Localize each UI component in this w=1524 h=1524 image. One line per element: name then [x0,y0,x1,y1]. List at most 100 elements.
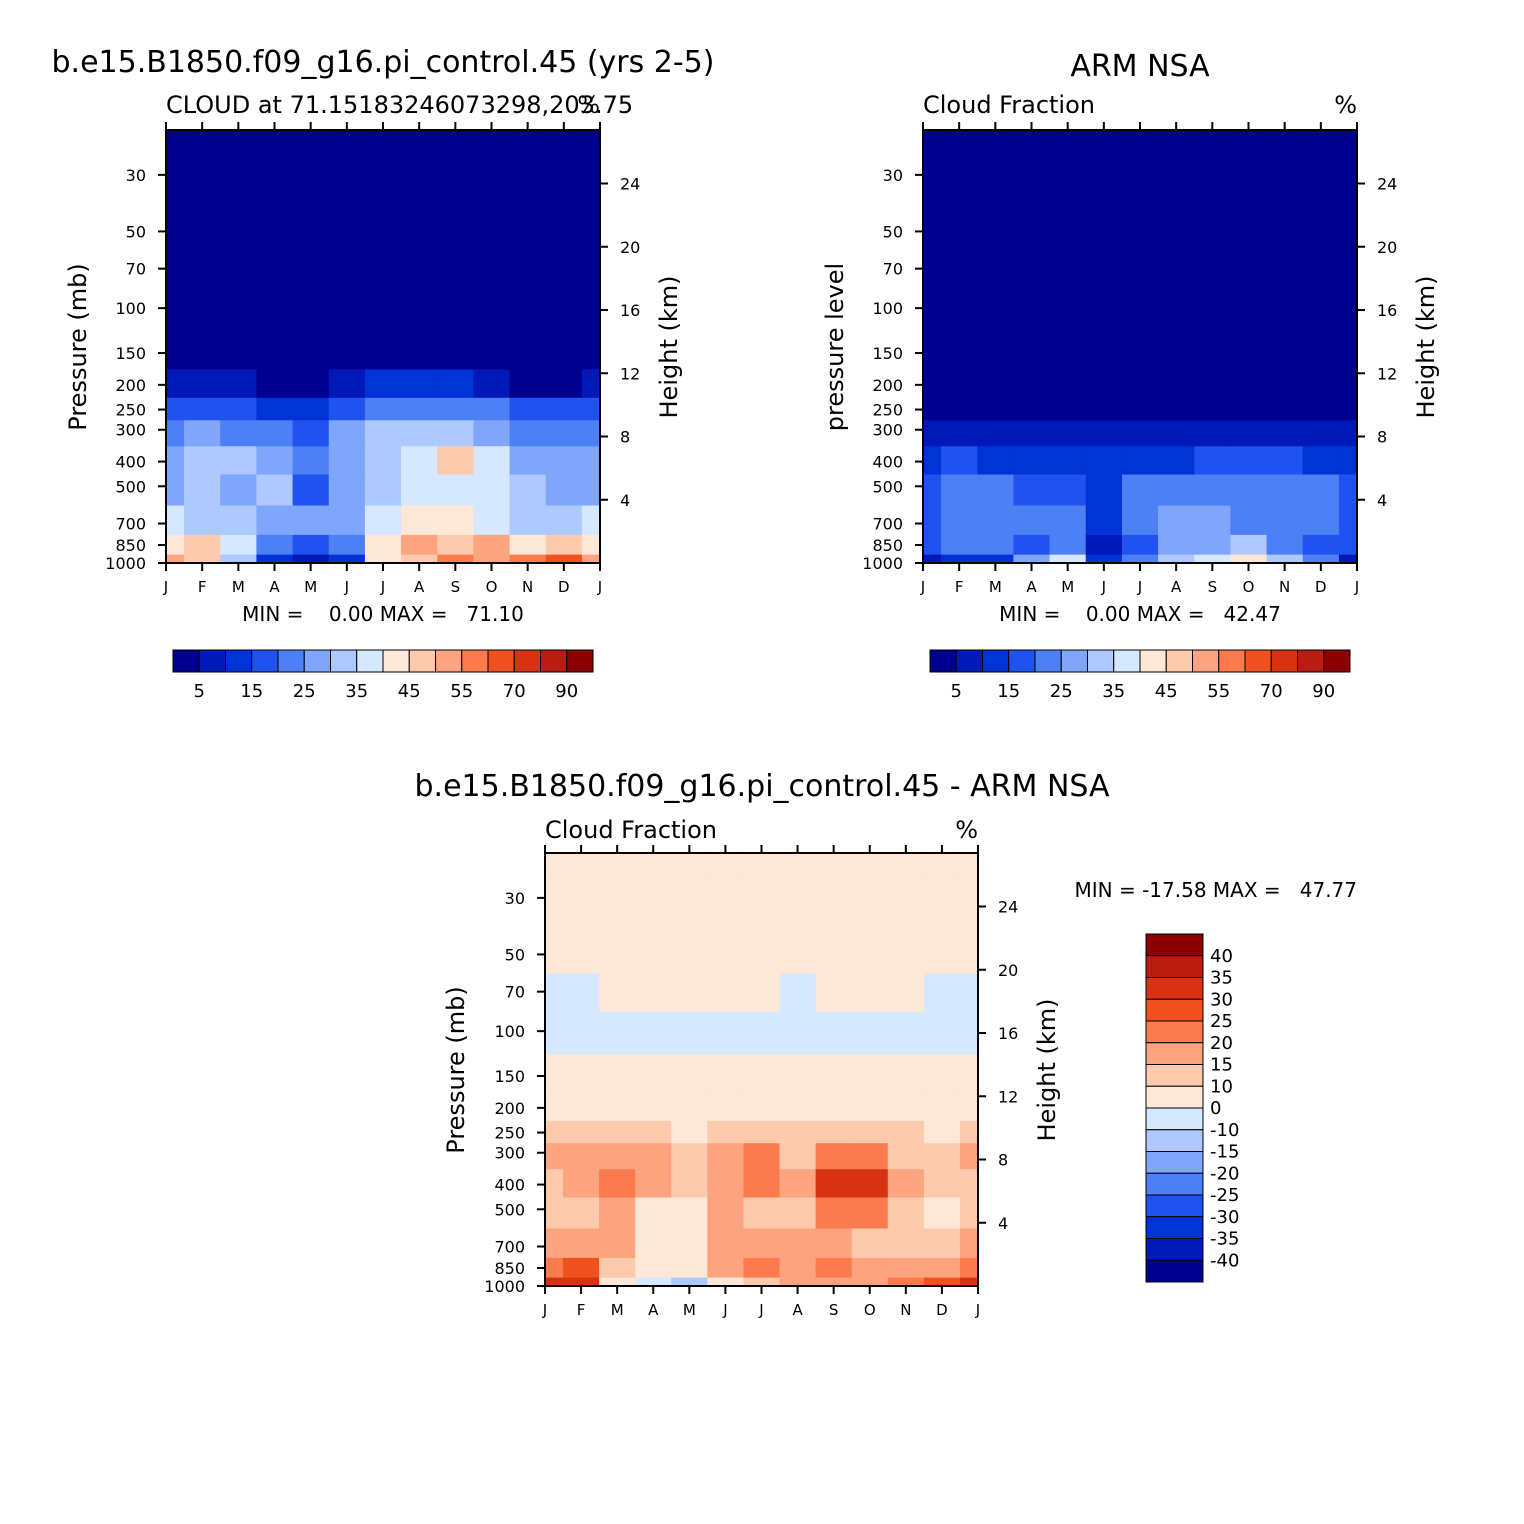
data-cell [184,419,221,447]
colorbar-swatch [540,649,568,673]
data-cell [851,853,889,877]
data-cell [581,445,601,475]
colorbar-swatch [1145,1129,1204,1152]
data-cell [328,554,366,564]
data-cell [1121,419,1159,447]
data-cell [1085,203,1123,251]
data-cell [1049,250,1087,289]
data-cell [815,1120,853,1144]
data-cell [328,203,366,251]
data-cell [437,473,475,506]
x-tick-label: N [522,578,533,596]
colorbar-swatch [1145,1085,1204,1109]
data-cell [1013,130,1051,154]
data-cell [184,397,221,421]
colorbar-swatch [566,649,594,673]
colorbar-swatch [1145,977,1204,1000]
x-tick-label: M [989,578,1002,596]
y-tick-label: 200 [872,376,903,395]
data-cell [1302,504,1340,535]
y-right-tick-label: 24 [1377,175,1397,194]
data-cell [1302,534,1340,555]
colorbar-label: -15 [1210,1142,1239,1163]
data-cell [1302,250,1340,289]
data-cell [256,554,294,564]
data-cell [328,445,366,475]
colorbar-label: 10 [1210,1076,1233,1097]
data-cell [707,1011,745,1055]
data-cell [545,853,564,877]
data-cell [364,203,402,251]
y-tick-label: 1000 [484,1277,525,1296]
data-cell [923,288,942,332]
data-cell [599,875,636,927]
data-cell [815,926,853,974]
data-cell [563,1142,600,1170]
data-cell [635,1142,672,1170]
data-cell [1230,534,1268,555]
data-cell [923,368,942,398]
y-right-tick-label: 8 [998,1151,1008,1170]
y-right-tick-label: 12 [998,1087,1018,1106]
x-tick-label: O [486,578,498,596]
panel-obs: ARM NSA Cloud Fraction % J F M A M J J A S O N D J 30… [821,49,1440,702]
data-cell [977,554,1015,564]
data-cell [923,250,942,289]
data-cell [635,926,672,974]
data-cell [328,419,366,447]
data-cell [1158,330,1195,370]
colorbar-swatch [1145,1172,1204,1196]
data-cell [599,1091,636,1121]
data-cell [1230,554,1268,564]
data-cell [220,419,258,447]
data-cell [923,1091,961,1121]
colorbar-label: 70 [503,681,526,702]
data-cell [743,1142,781,1170]
y-right-tick-label: 24 [998,898,1018,917]
data-cell [1302,152,1340,204]
colorbar-label: -20 [1210,1163,1239,1184]
colorbar-swatch [1270,649,1298,673]
data-cell [401,534,438,555]
data-cell [1049,473,1087,506]
y-tick-label: 50 [126,222,146,241]
panel-diff-title: b.e15.B1850.f09_g16.pi_control.45 - ARM … [414,769,1110,804]
data-cell [635,1011,672,1055]
y-tick-label: 70 [505,983,525,1002]
data-cell [977,250,1015,289]
data-cell [923,973,961,1012]
colorbar-swatch [1145,955,1204,978]
y-tick-label: 1000 [862,554,903,573]
data-cell [292,504,330,535]
data-cell [220,473,258,506]
data-cell [851,1257,889,1278]
x-tick-label: M [232,578,245,596]
data-cell [1338,368,1358,398]
data-cell [923,1120,961,1144]
data-cell [887,1277,925,1287]
data-cell [1013,250,1051,289]
data-cell [1266,554,1304,564]
data-cell [581,152,601,204]
data-cell [581,397,601,421]
data-cell [923,330,942,370]
x-tick-label: J [344,578,349,596]
data-cell [1266,504,1304,535]
data-cell [545,419,583,447]
data-cell [977,152,1015,204]
data-cell [563,1053,600,1093]
data-cell [779,1011,817,1055]
data-cell [184,330,221,370]
data-cell [509,554,547,564]
y-tick-label: 250 [494,1124,525,1143]
colorbar-swatch [1008,649,1036,673]
data-cell [1230,419,1268,447]
data-cell [1121,397,1159,421]
data-cell [292,554,330,564]
colorbar-label: 5 [951,681,962,702]
data-cell [923,130,942,154]
data-cell [779,1142,817,1170]
data-cell [635,1196,672,1229]
data-cell [545,397,583,421]
colorbar-swatch [929,649,957,673]
